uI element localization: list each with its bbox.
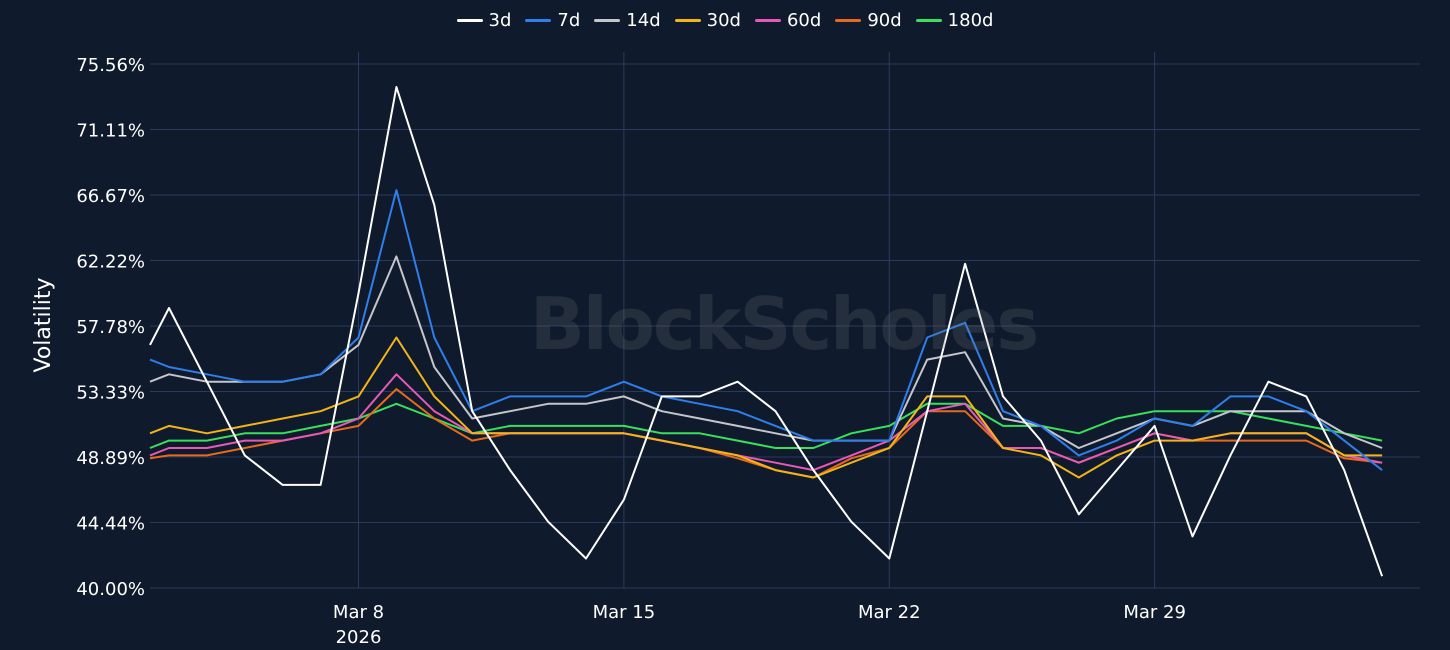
y-tick-label: 40.00% (76, 579, 145, 600)
legend-label: 7d (557, 9, 581, 31)
series-line-60d (149, 373, 1383, 472)
x-tick-label: Mar 29 (1123, 602, 1186, 623)
legend-label: 30d (706, 9, 741, 31)
legend-label: 60d (786, 9, 822, 31)
legend-item-60d[interactable]: 60d (754, 9, 822, 31)
y-tick-label: 62.22% (76, 252, 145, 273)
legend-swatch (456, 18, 483, 22)
legend-item-3d[interactable]: 3d (456, 9, 512, 31)
legend-swatch (594, 18, 621, 22)
x-axis: Mar 8 2026 Mar 15 Mar 22 Mar 29 (333, 602, 1186, 648)
y-axis: 75.56% 71.11% 66.67% 62.22% 57.78% 53.33% 48.8… (76, 55, 145, 600)
watermark-logo: BlockScholes (530, 282, 1039, 366)
y-tick-label: 75.56% (76, 55, 145, 76)
x-tick-sublabel: 2026 (336, 627, 382, 648)
y-tick-label: 71.11% (76, 121, 145, 142)
legend-item-30d[interactable]: 30d (674, 9, 741, 31)
legend-swatch (674, 18, 701, 22)
legend-swatch (915, 18, 942, 22)
legend: 3d 7d 14d 30d 60d 90d 180d (0, 6, 1450, 34)
y-tick-label: 44.44% (76, 514, 145, 535)
legend-label: 90d (867, 9, 902, 31)
y-axis-label: Volatility (31, 277, 56, 372)
series-line-7d (149, 189, 1383, 471)
legend-swatch (835, 18, 862, 22)
legend-item-7d[interactable]: 7d (525, 10, 580, 31)
series-line-180d (149, 402, 1383, 449)
series-lines (149, 86, 1384, 577)
x-tick-label: Mar 15 (593, 602, 656, 623)
series-line-3d (149, 86, 1384, 577)
legend-label: 3d (488, 9, 512, 31)
x-tick-label: Mar 8 (333, 602, 384, 623)
legend-swatch (754, 18, 781, 22)
x-tick-label: Mar 22 (858, 602, 921, 623)
legend-label: 180d (947, 9, 994, 31)
legend-swatch (525, 18, 552, 22)
series-line-90d (149, 388, 1383, 479)
legend-item-14d[interactable]: 14d (594, 9, 661, 31)
y-tick-label: 48.89% (76, 448, 145, 469)
series-line-30d (149, 336, 1383, 479)
y-tick-label: 66.67% (76, 186, 145, 207)
y-tick-label: 57.78% (76, 317, 145, 338)
legend-label: 14d (626, 9, 661, 31)
legend-item-180d[interactable]: 180d (915, 9, 994, 31)
y-tick-label: 53.33% (76, 383, 145, 404)
legend-item-90d[interactable]: 90d (835, 9, 902, 31)
